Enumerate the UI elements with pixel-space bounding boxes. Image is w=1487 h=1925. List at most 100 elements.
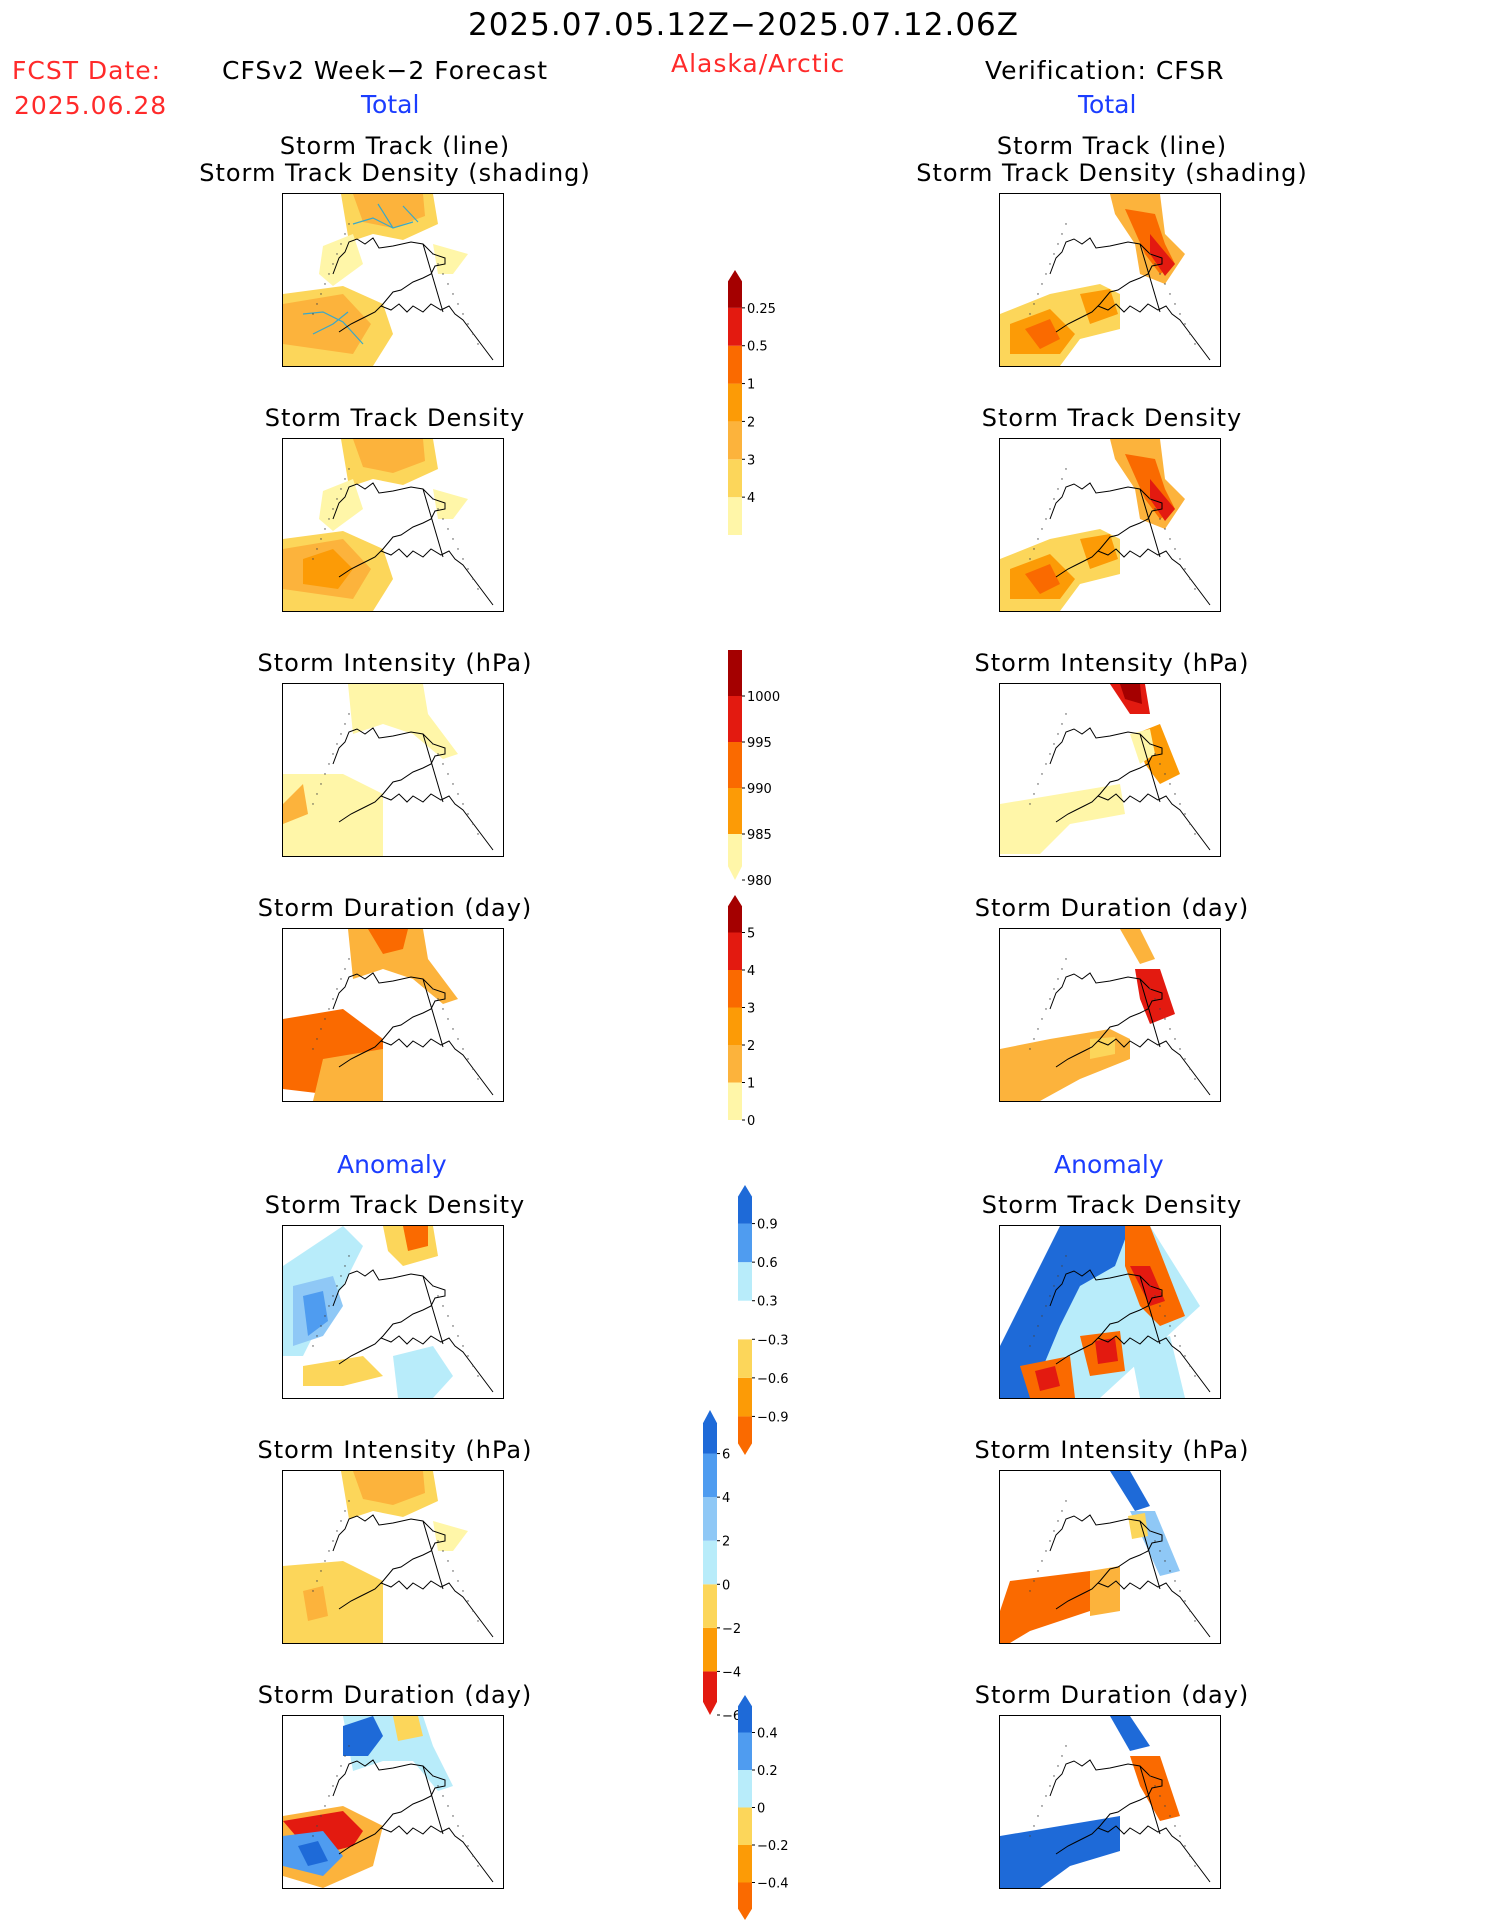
border-line <box>1139 733 1161 803</box>
shading-region <box>393 1716 423 1741</box>
colorbar-segment <box>738 1770 752 1808</box>
colorbar-tick-label: 1000 <box>747 690 780 705</box>
shading-region <box>1025 564 1060 594</box>
colorbar-tick-label: 0 <box>747 1114 755 1129</box>
cfsr-density-map <box>999 438 1221 612</box>
colorbar-tick-label: 0.4 <box>757 1727 778 1742</box>
cfsr-anom-intensity-title: Storm Intensity (hPa) <box>974 1436 1250 1464</box>
colorbar-segment <box>728 932 742 970</box>
colorbar-tick-label: 0.25 <box>747 302 776 317</box>
shading-region <box>303 549 353 589</box>
colorbar-tick-label: 6 <box>722 1448 730 1463</box>
colorbar: 5 4 3 2 1 0 <box>728 895 755 1129</box>
colorbar-segment <box>738 1300 752 1340</box>
shading-region <box>1035 1366 1060 1391</box>
colorbar-tick-label: −0.4 <box>757 1877 789 1892</box>
border-line <box>422 1765 444 1835</box>
shading-region <box>1130 729 1155 764</box>
cfsr-anom-density-map <box>999 1225 1221 1399</box>
shading-region <box>353 1471 425 1505</box>
border-line <box>1139 1275 1161 1345</box>
cfsr-anom-duration-title: Storm Duration (day) <box>974 1681 1250 1709</box>
cfsr-duration-title: Storm Duration (day) <box>974 894 1250 922</box>
colorbar-segment <box>728 742 742 788</box>
shading-region <box>433 1521 468 1551</box>
page-title: 2025.07.05.12Z−2025.07.12.06Z <box>467 7 1020 43</box>
border-line <box>422 488 444 558</box>
colorbar-segment <box>738 1695 752 1733</box>
fcst-duration-title: Storm Duration (day) <box>257 894 533 922</box>
shading-region <box>303 1356 383 1386</box>
colorbar-segment <box>703 1410 717 1454</box>
shading-region <box>303 1291 328 1336</box>
shading-region <box>1025 319 1060 349</box>
forecast-column-title: CFSv2 Week−2 Forecast <box>222 56 548 85</box>
colorbar-tick-label: 4 <box>747 491 755 506</box>
shading-region <box>313 1049 383 1101</box>
colorbar: 0.9 0.6 0.3 −0.3 −0.6 −0.9 <box>738 1185 789 1455</box>
coastline <box>1049 482 1211 606</box>
colorbar-tick-label: 985 <box>747 828 772 843</box>
colorbar-segment <box>738 1882 752 1920</box>
fcst-anom-intensity-map <box>282 1470 504 1644</box>
shading-region <box>1000 1571 1090 1643</box>
cfsr-track-title: Storm Track (line) Storm Track Density (… <box>916 132 1308 187</box>
forecast-anomaly-label: Anomaly <box>337 1150 447 1179</box>
coastline <box>332 482 494 606</box>
colorbar-tick-label: −0.6 <box>757 1372 789 1387</box>
colorbar-segment <box>728 970 742 1008</box>
colorbar-segment <box>738 1807 752 1845</box>
colorbar-segment <box>728 383 742 422</box>
colorbar-segment <box>728 1045 742 1083</box>
colorbar-tick-label: 3 <box>747 453 755 468</box>
colorbar-segment <box>728 421 742 460</box>
colorbar-segment <box>728 650 742 696</box>
colorbar-segment <box>728 459 742 498</box>
shading-region <box>1110 1471 1150 1511</box>
colorbar-segment <box>728 696 742 742</box>
border-line <box>1139 978 1161 1048</box>
colorbar-tick-label: 2 <box>747 1039 755 1054</box>
colorbar-tick-label: 1 <box>747 378 755 393</box>
colorbar-tick-label: 0.2 <box>757 1764 778 1779</box>
colorbar-segment <box>738 1262 752 1301</box>
verification-anomaly-label: Anomaly <box>1054 1150 1164 1179</box>
border-line <box>422 1275 444 1345</box>
shading-region <box>1000 1816 1120 1888</box>
shading-region <box>319 234 363 286</box>
shading-region <box>283 774 383 856</box>
shading-region <box>303 1586 328 1621</box>
colorbar-segment <box>728 895 742 933</box>
shading-region <box>1000 1226 1130 1398</box>
region-label: Alaska/Arctic <box>671 49 846 78</box>
colorbar-tick-label: −6 <box>722 1709 741 1724</box>
shading-region <box>1090 1566 1120 1616</box>
colorbar-segment <box>738 1339 752 1378</box>
border-line <box>422 733 444 803</box>
colorbar-segment <box>703 1584 717 1628</box>
colorbar-tick-label: 0.6 <box>757 1256 778 1271</box>
colorbar-tick-label: −2 <box>722 1622 741 1637</box>
colorbar-segment <box>728 1082 742 1120</box>
coastline <box>1049 727 1211 851</box>
fcst-density-map <box>282 438 504 612</box>
shading-region <box>283 1561 383 1643</box>
shading-region <box>1150 234 1175 276</box>
colorbar-segment <box>703 1671 717 1715</box>
shading-region <box>1110 1716 1150 1751</box>
colorbar-tick-label: 2 <box>747 415 755 430</box>
border-line <box>1139 488 1161 558</box>
fcst-track-map <box>282 193 504 367</box>
shading-region <box>393 1346 453 1398</box>
coastline <box>1049 1514 1211 1638</box>
colorbar-tick-label: 0.5 <box>747 340 768 355</box>
fcst-anom-density-title: Storm Track Density <box>264 1191 526 1219</box>
colorbar-segment <box>728 497 742 535</box>
cfsr-density-title: Storm Track Density <box>981 404 1243 432</box>
cfsr-track-map <box>999 193 1221 367</box>
cfsr-anom-intensity-map <box>999 1470 1221 1644</box>
colorbar-tick-label: 995 <box>747 736 772 751</box>
shading-region <box>1120 684 1142 704</box>
colorbar-segment <box>738 1185 752 1224</box>
